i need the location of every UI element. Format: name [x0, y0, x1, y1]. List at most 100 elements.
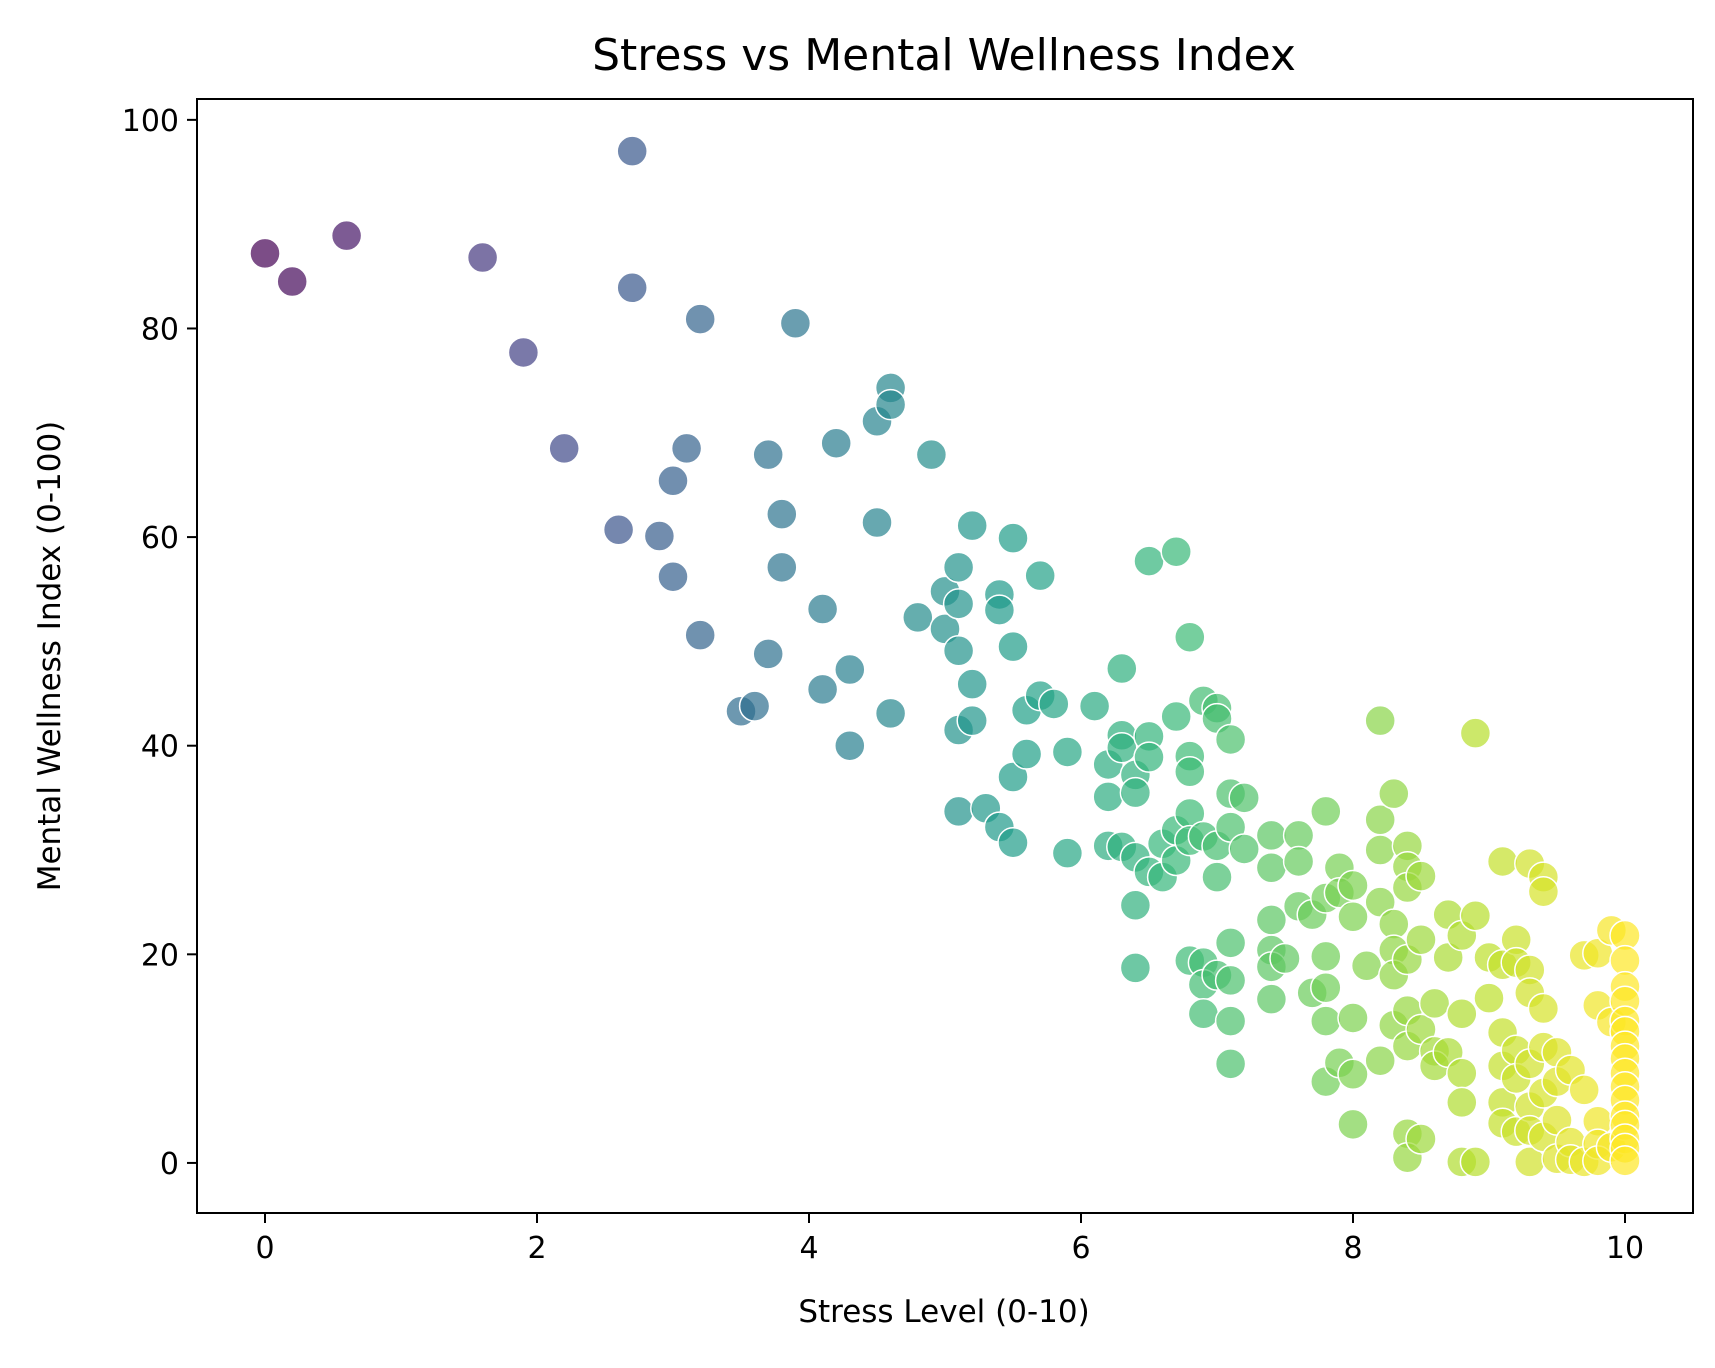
data-point — [684, 303, 716, 335]
data-point — [616, 135, 648, 167]
data-point — [249, 237, 281, 270]
data-point — [657, 465, 689, 497]
data-point — [1255, 904, 1288, 936]
data-point — [466, 241, 499, 274]
data-point — [902, 601, 934, 634]
data-point — [834, 653, 866, 686]
y-tick-label: 40 — [141, 730, 179, 765]
data-point — [779, 307, 812, 340]
data-point — [276, 265, 308, 298]
data-point — [956, 509, 988, 542]
data-point — [1364, 1044, 1396, 1077]
data-point — [602, 514, 635, 546]
data-point — [997, 761, 1029, 793]
data-point — [1337, 901, 1369, 933]
data-point — [1486, 845, 1519, 878]
data-point — [942, 795, 975, 828]
data-point — [1119, 952, 1152, 984]
data-point — [983, 594, 1016, 626]
data-point — [684, 619, 716, 651]
data-point — [1010, 738, 1043, 770]
data-point — [1214, 1048, 1247, 1080]
data-point — [915, 438, 948, 471]
data-point — [1078, 690, 1111, 722]
data-point — [1051, 837, 1084, 869]
data-point — [1337, 869, 1369, 902]
data-point — [548, 432, 580, 465]
data-point — [1337, 1108, 1369, 1141]
data-point — [1310, 795, 1342, 828]
data-point — [1187, 998, 1220, 1030]
data-point — [330, 219, 363, 252]
data-point — [1405, 860, 1437, 892]
data-point — [1418, 987, 1451, 1020]
y-tick-label: 0 — [160, 1147, 179, 1182]
data-point — [1282, 845, 1315, 878]
y-tick-label: 20 — [141, 938, 179, 973]
data-point — [1228, 782, 1260, 814]
data-point — [1269, 942, 1301, 975]
x-tick-label: 4 — [799, 1231, 818, 1266]
x-axis-label: Stress Level (0-10) — [798, 1294, 1089, 1330]
data-point — [1160, 535, 1192, 568]
data-point — [752, 438, 784, 471]
x-tick-label: 6 — [1071, 1231, 1090, 1266]
data-point — [1255, 851, 1288, 884]
data-point — [1106, 652, 1138, 685]
data-point — [752, 638, 784, 670]
data-point — [942, 588, 975, 620]
data-point — [820, 427, 852, 459]
data-point — [738, 690, 771, 722]
x-tick-label: 8 — [1343, 1231, 1362, 1266]
data-point — [1119, 776, 1152, 809]
data-point — [861, 506, 893, 539]
y-tick-label: 100 — [122, 104, 179, 139]
x-axis-ticks: 0 2 4 6 8 10 — [255, 1213, 1644, 1266]
data-point — [1051, 736, 1084, 768]
data-point — [1255, 819, 1288, 852]
data-point — [1310, 1005, 1342, 1037]
data-point — [1527, 992, 1560, 1025]
data-point — [942, 551, 975, 584]
data-point — [657, 560, 689, 593]
data-point — [1459, 1146, 1492, 1178]
chart-title: Stress vs Mental Wellness Index — [592, 30, 1296, 81]
data-point — [1214, 723, 1247, 756]
data-point — [1446, 1086, 1478, 1119]
data-point — [1337, 1058, 1369, 1091]
data-point — [1174, 756, 1206, 788]
x-tick-label: 0 — [255, 1231, 274, 1266]
data-point — [997, 826, 1029, 859]
y-axis-label: Mental Wellness Index (0-100) — [32, 421, 68, 892]
y-tick-label: 80 — [141, 312, 179, 347]
data-point — [1255, 983, 1288, 1015]
data-point — [956, 668, 988, 700]
data-point — [956, 704, 988, 737]
y-axis-ticks: 0 20 40 60 80 100 — [122, 104, 197, 1182]
data-point — [616, 272, 648, 304]
data-point — [1364, 704, 1396, 737]
data-point — [942, 635, 975, 667]
data-point — [1214, 1005, 1247, 1037]
data-point — [1228, 833, 1260, 865]
data-point — [643, 520, 676, 552]
data-point — [1378, 777, 1410, 810]
data-point — [1160, 700, 1192, 733]
x-tick-label: 2 — [527, 1231, 546, 1266]
data-point — [1024, 559, 1056, 592]
data-point — [834, 729, 866, 762]
plot-area-frame — [196, 98, 1694, 1214]
data-point — [1214, 927, 1247, 959]
data-point — [1473, 982, 1505, 1014]
data-point — [874, 388, 907, 421]
data-point — [1106, 732, 1138, 764]
data-point — [1364, 834, 1396, 866]
data-point — [1201, 861, 1233, 893]
data-point — [1133, 545, 1165, 577]
data-point — [1214, 964, 1247, 997]
x-tick-label: 10 — [1606, 1231, 1644, 1266]
data-point — [806, 673, 839, 706]
data-point — [1527, 875, 1560, 908]
data-point — [1364, 804, 1396, 836]
